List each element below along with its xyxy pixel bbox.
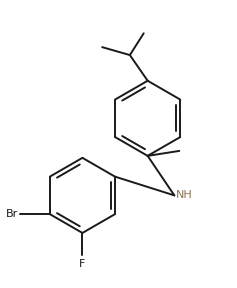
Text: F: F xyxy=(79,259,86,269)
Text: Br: Br xyxy=(6,209,18,219)
Text: NH: NH xyxy=(176,190,193,200)
